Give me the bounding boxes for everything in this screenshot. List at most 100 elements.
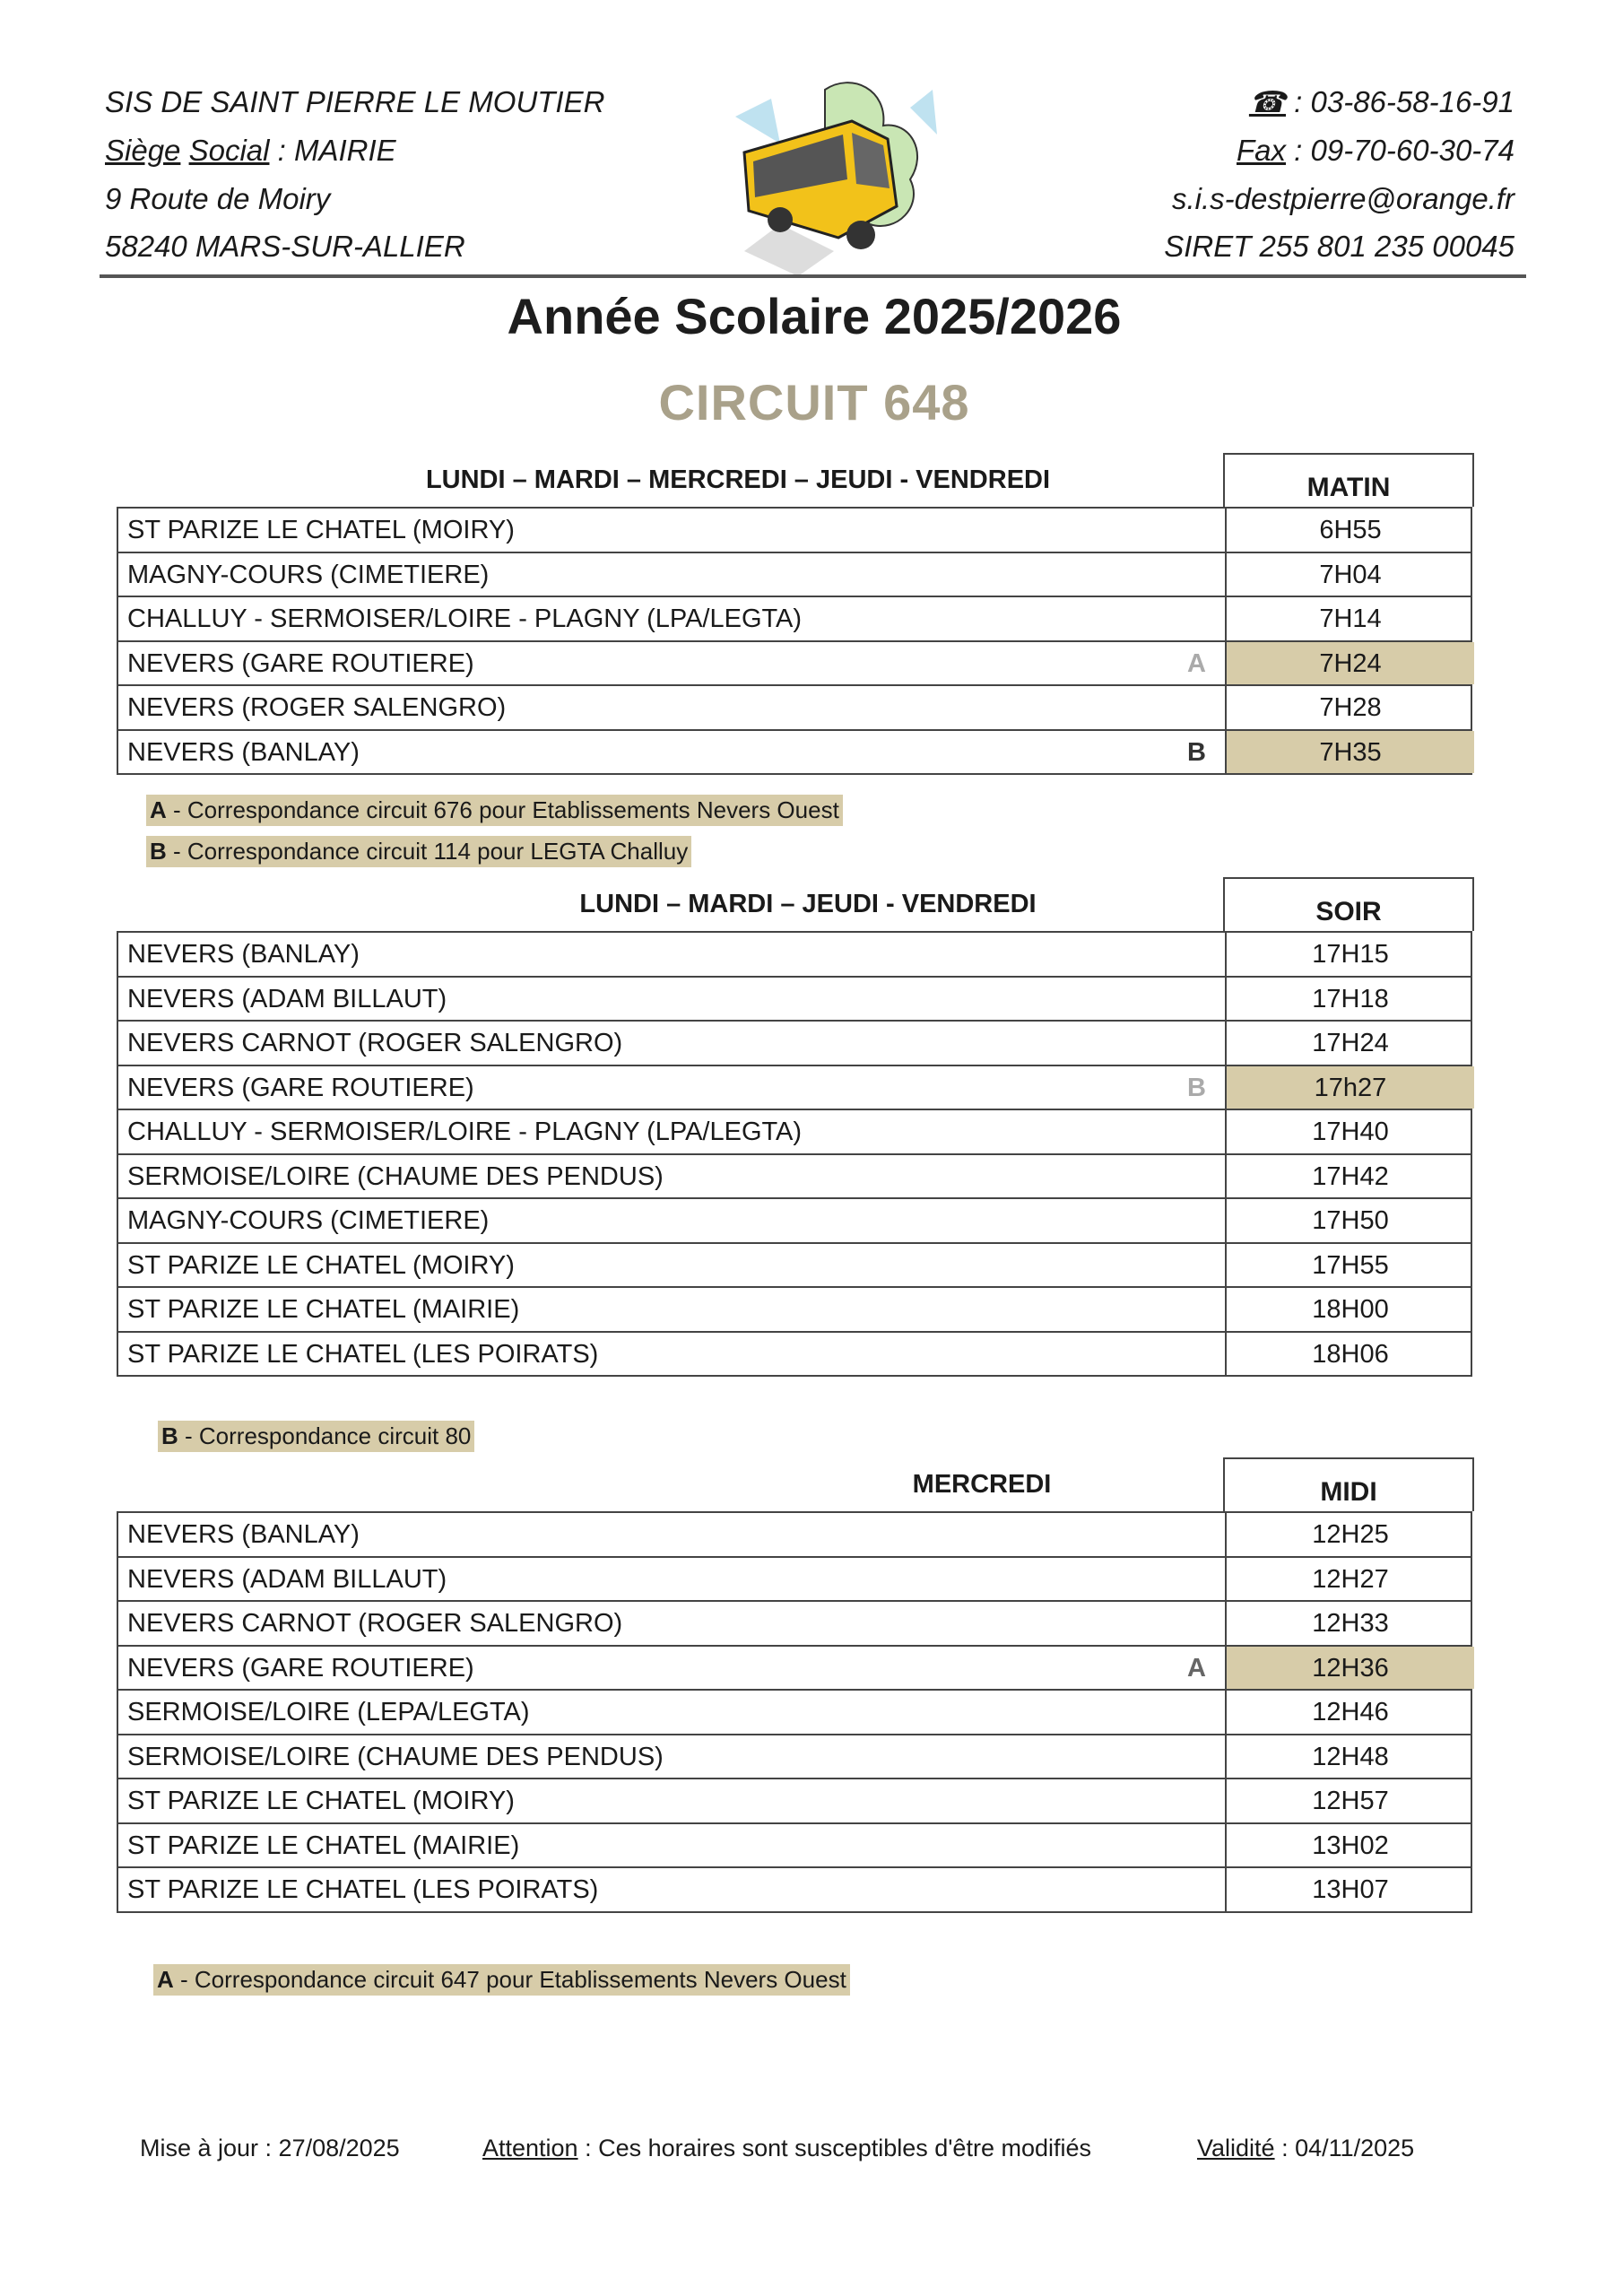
note-letter: A	[157, 1966, 174, 1993]
page-title: Année Scolaire 2025/2026	[507, 288, 1122, 344]
note-letter: B	[150, 838, 167, 865]
siege-value: : MAIRIE	[269, 134, 396, 167]
schedule-table: LUNDI – MARDI – MERCREDI – JEUDI - VENDR…	[117, 453, 1474, 775]
stop-name: ST PARIZE LE CHATEL (MOIRY)	[127, 516, 515, 544]
validity-label: Validité	[1197, 2135, 1275, 2161]
table-row: ST PARIZE LE CHATEL (MOIRY) 12H57	[117, 1779, 1472, 1824]
table-row: ST PARIZE LE CHATEL (MAIRIE) 18H00	[117, 1288, 1472, 1333]
footer-updated: Mise à jour : 27/08/2025	[140, 2135, 400, 2161]
table-body: ST PARIZE LE CHATEL (MOIRY) 6H55 MAGNY-COU…	[117, 507, 1474, 775]
period-label: MATIN	[1223, 453, 1474, 507]
table-row: NEVERS (ADAM BILLAUT) 17H18	[117, 977, 1474, 1022]
table-row: MAGNY-COURS (CIMETIERE) 17H50	[117, 1199, 1472, 1244]
bus-logo-icon	[735, 82, 937, 276]
stop-time: 7H24	[1225, 641, 1474, 684]
table-header: LUNDI – MARDI – MERCREDI – JEUDI - VENDR…	[117, 453, 1474, 507]
connection-note: A - Correspondance circuit 647 pour Etab…	[153, 1964, 850, 1996]
table-row: CHALLUY - SERMOISER/LOIRE - PLAGNY (LPA/…	[117, 1110, 1472, 1155]
stop-time: 17H18	[1225, 977, 1474, 1020]
schedule-table: MERCREDI MIDI NEVERS (BANLAY) 12H25 NEVERS (…	[117, 1457, 1474, 1913]
table-row: NEVERS (BANLAY) B 7H35	[117, 730, 1474, 775]
stop-time: 17H40	[1225, 1110, 1474, 1153]
stop-time: 17H55	[1225, 1243, 1474, 1286]
stop-time: 7H14	[1225, 597, 1474, 640]
stop-name: NEVERS CARNOT (ROGER SALENGRO)	[127, 1029, 623, 1057]
stop-name: ST PARIZE LE CHATEL (LES POIRATS)	[127, 1875, 599, 1904]
stop-time: 17H42	[1225, 1154, 1474, 1197]
validity-text: : 04/11/2025	[1274, 2135, 1415, 2161]
stop-time: 12H48	[1225, 1735, 1474, 1778]
table-row: NEVERS (ADAM BILLAUT) 12H27	[117, 1557, 1474, 1602]
stop-time: 7H35	[1225, 730, 1474, 773]
stop-time: 13H07	[1225, 1868, 1474, 1911]
header-divider	[100, 274, 1526, 278]
table-row: CHALLUY - SERMOISER/LOIRE - PLAGNY (LPA/…	[117, 597, 1472, 642]
siege-label-2: Social	[188, 134, 270, 167]
days-label: MERCREDI	[912, 1470, 1052, 1499]
period-label: MIDI	[1223, 1457, 1474, 1511]
siege-label-1: Siège	[105, 134, 181, 167]
org-address-1: 9 Route de Moiry	[105, 182, 331, 215]
stop-name: NEVERS (BANLAY)	[127, 737, 360, 767]
stop-name: NEVERS (GARE ROUTIERE)	[127, 1653, 474, 1683]
stop-name: ST PARIZE LE CHATEL (MAIRIE)	[127, 1831, 520, 1860]
table-row: NEVERS (BANLAY) 17H15	[117, 933, 1472, 978]
org-fax: Fax : 09-70-60-30-74	[1237, 133, 1515, 169]
footer-validity: Validité : 04/11/2025	[1197, 2135, 1414, 2162]
table-row: ST PARIZE LE CHATEL (LES POIRATS) 13H07	[117, 1868, 1472, 1913]
table-row: ST PARIZE LE CHATEL (LES POIRATS) 18H06	[117, 1332, 1474, 1377]
stop-time: 17H24	[1225, 1022, 1474, 1065]
fax-number: : 09-70-60-30-74	[1286, 134, 1515, 167]
connection-mark: B	[1187, 1073, 1206, 1102]
period-label: SOIR	[1223, 877, 1474, 931]
table-row: MAGNY-COURS (CIMETIERE) 7H04	[117, 552, 1472, 597]
table-body: NEVERS (BANLAY) 17H15 NEVERS (ADAM BILLAUT…	[117, 931, 1474, 1377]
table-row: ST PARIZE LE CHATEL (MOIRY) 6H55	[117, 509, 1472, 553]
note-text: - Correspondance circuit 676 pour Etabli…	[166, 796, 839, 823]
stop-name: NEVERS (ADAM BILLAUT)	[127, 1564, 447, 1594]
telephone-icon: ☎	[1248, 85, 1286, 118]
table-row: NEVERS (ROGER SALENGRO) 7H28	[117, 686, 1472, 731]
note-text: - Correspondance circuit 80	[178, 1422, 472, 1449]
circuit-title: CIRCUIT 648	[658, 374, 970, 430]
table-row: SERMOISE/LOIRE (CHAUME DES PENDUS) 12H48	[117, 1735, 1474, 1779]
stop-time: 6H55	[1225, 509, 1474, 552]
stop-name: SERMOISE/LOIRE (CHAUME DES PENDUS)	[127, 1742, 664, 1771]
table-row: NEVERS (GARE ROUTIERE) A 12H36	[117, 1646, 1474, 1691]
stop-name: NEVERS (ROGER SALENGRO)	[127, 693, 507, 722]
stop-time: 17h27	[1225, 1065, 1474, 1109]
stop-name: SERMOISE/LOIRE (CHAUME DES PENDUS)	[127, 1161, 664, 1191]
org-siret: SIRET 255 801 235 00045	[1164, 230, 1515, 263]
connection-note: B - Correspondance circuit 80	[158, 1421, 475, 1452]
note-text: - Correspondance circuit 647 pour Etabli…	[173, 1966, 846, 1993]
table-header: LUNDI – MARDI – JEUDI - VENDREDI SOIR	[117, 877, 1474, 931]
table-row: ST PARIZE LE CHATEL (MAIRIE) 13H02	[117, 1823, 1472, 1868]
table-row: NEVERS (GARE ROUTIERE) B 17h27	[117, 1065, 1474, 1110]
stop-time: 17H50	[1225, 1199, 1474, 1242]
stop-name: CHALLUY - SERMOISER/LOIRE - PLAGNY (LPA/…	[127, 604, 803, 633]
stop-time: 7H28	[1225, 686, 1474, 729]
connection-mark: A	[1187, 1653, 1206, 1683]
days-label: LUNDI – MARDI – JEUDI - VENDREDI	[579, 890, 1037, 918]
stop-name: NEVERS (BANLAY)	[127, 940, 360, 969]
connection-note: B - Correspondance circuit 114 pour LEGT…	[146, 836, 692, 867]
stop-name: NEVERS (GARE ROUTIERE)	[127, 1073, 474, 1102]
stop-name: MAGNY-COURS (CIMETIERE)	[127, 1206, 490, 1235]
table-row: SERMOISE/LOIRE (LEPA/LEGTA) 12H46	[117, 1691, 1472, 1735]
note-letter: A	[150, 796, 167, 823]
table-row: NEVERS (BANLAY) 12H25	[117, 1513, 1472, 1558]
connection-mark: B	[1187, 737, 1206, 767]
attention-label: Attention	[482, 2135, 578, 2161]
stop-name: MAGNY-COURS (CIMETIERE)	[127, 560, 490, 589]
stop-time: 12H27	[1225, 1557, 1474, 1600]
stop-name: CHALLUY - SERMOISER/LOIRE - PLAGNY (LPA/…	[127, 1118, 803, 1146]
org-address-2: 58240 MARS-SUR-ALLIER	[105, 230, 465, 263]
stop-time: 12H33	[1225, 1602, 1474, 1645]
org-siege: Siège Social : MAIRIE	[105, 133, 396, 169]
stop-time: 18H06	[1225, 1332, 1474, 1375]
table-row: NEVERS CARNOT (ROGER SALENGRO) 17H24	[117, 1022, 1472, 1066]
phone-number: : 03-86-58-16-91	[1286, 85, 1515, 118]
stop-name: NEVERS (ADAM BILLAUT)	[127, 984, 447, 1013]
days-label: LUNDI – MARDI – MERCREDI – JEUDI - VENDR…	[425, 465, 1051, 494]
table-row: ST PARIZE LE CHATEL (MOIRY) 17H55	[117, 1243, 1474, 1288]
